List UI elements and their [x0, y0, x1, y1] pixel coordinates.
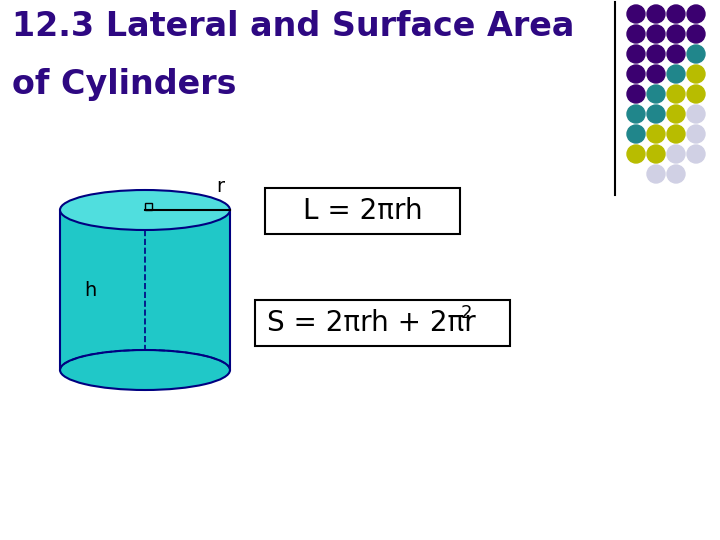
Text: r: r	[216, 177, 224, 196]
Circle shape	[667, 25, 685, 43]
Text: h: h	[84, 280, 96, 300]
FancyBboxPatch shape	[255, 300, 510, 346]
Circle shape	[667, 165, 685, 183]
Circle shape	[627, 25, 645, 43]
Circle shape	[647, 45, 665, 63]
Circle shape	[667, 85, 685, 103]
Circle shape	[647, 5, 665, 23]
Circle shape	[627, 45, 645, 63]
Circle shape	[667, 45, 685, 63]
Circle shape	[647, 125, 665, 143]
Circle shape	[627, 105, 645, 123]
Circle shape	[627, 125, 645, 143]
Circle shape	[667, 145, 685, 163]
Circle shape	[687, 65, 705, 83]
Circle shape	[627, 85, 645, 103]
Text: 2: 2	[461, 304, 472, 322]
Text: of Cylinders: of Cylinders	[12, 68, 236, 101]
Ellipse shape	[60, 350, 230, 390]
Text: S = 2πrh + 2πr: S = 2πrh + 2πr	[267, 309, 476, 337]
Polygon shape	[60, 210, 230, 370]
Circle shape	[627, 65, 645, 83]
Circle shape	[647, 105, 665, 123]
Circle shape	[647, 145, 665, 163]
Circle shape	[647, 25, 665, 43]
Circle shape	[687, 145, 705, 163]
Circle shape	[687, 85, 705, 103]
FancyBboxPatch shape	[265, 188, 460, 234]
Circle shape	[667, 105, 685, 123]
Circle shape	[627, 5, 645, 23]
Circle shape	[647, 165, 665, 183]
Text: 12.3 Lateral and Surface Area: 12.3 Lateral and Surface Area	[12, 10, 575, 43]
Circle shape	[687, 105, 705, 123]
Circle shape	[687, 5, 705, 23]
Circle shape	[667, 125, 685, 143]
Text: L = 2πrh: L = 2πrh	[302, 197, 423, 225]
Circle shape	[647, 85, 665, 103]
Circle shape	[687, 25, 705, 43]
Circle shape	[687, 45, 705, 63]
Circle shape	[667, 5, 685, 23]
Circle shape	[647, 65, 665, 83]
Circle shape	[627, 145, 645, 163]
Circle shape	[667, 65, 685, 83]
Circle shape	[687, 125, 705, 143]
Ellipse shape	[60, 190, 230, 230]
